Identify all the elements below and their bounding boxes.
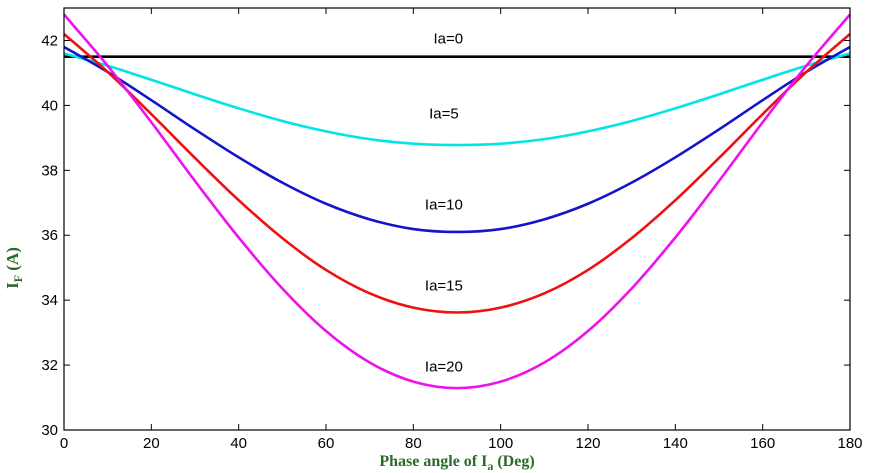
y-axis-label-sub: F (11, 275, 25, 282)
y-tick-label: 30 (41, 422, 58, 439)
x-tick-label: 60 (318, 435, 335, 452)
series-label-ia-10: Ia=10 (425, 196, 463, 213)
x-tick-label: 80 (405, 435, 422, 452)
series-label-ia-0: Ia=0 (433, 31, 463, 48)
x-tick-label: 120 (575, 435, 600, 452)
y-tick-label: 34 (41, 292, 58, 309)
x-tick-label: 180 (837, 435, 862, 452)
x-tick-label: 20 (143, 435, 160, 452)
x-axis-label-suffix: (Deg) (493, 453, 534, 470)
y-tick-label: 38 (41, 162, 58, 179)
x-tick-label: 160 (750, 435, 775, 452)
y-axis-label-suffix: (A) (3, 247, 22, 275)
x-axis-label-sub: a (487, 459, 493, 473)
series-label-ia-5: Ia=5 (429, 105, 459, 122)
series-label-ia-15: Ia=15 (425, 277, 463, 294)
x-tick-label: 0 (60, 435, 68, 452)
x-tick-label: 140 (663, 435, 688, 452)
axis-tick-labels: 0 20 40 60 80 100 120 140 160 180 30 32 34 36 38 40 42 (41, 32, 862, 452)
y-tick-label: 36 (41, 227, 58, 244)
x-tick-label: 40 (230, 435, 247, 452)
series-line-ia-20 (63, 13, 851, 390)
y-tick-label: 32 (41, 357, 58, 374)
axis-ticks (63, 8, 851, 431)
x-axis-label-main: Phase angle of I (379, 453, 487, 470)
curve-labels: Ia=0 Ia=5 Ia=10 Ia=15 Ia=20 (425, 31, 463, 376)
y-tick-label: 42 (41, 32, 58, 49)
x-tick-label: 100 (488, 435, 513, 452)
series-line-ia-15 (63, 32, 851, 314)
y-axis-label: IF (A) (3, 247, 25, 289)
plot-area (63, 7, 851, 431)
series-label-ia-20: Ia=20 (425, 359, 463, 376)
y-tick-label: 40 (41, 97, 58, 114)
y-axis-label-main: I (3, 282, 22, 289)
plot-curves (63, 13, 851, 390)
series-line-ia-5 (63, 52, 851, 147)
series-line-ia-10 (63, 45, 851, 234)
x-axis-label: Phase angle of Ia (Deg) (379, 453, 534, 473)
